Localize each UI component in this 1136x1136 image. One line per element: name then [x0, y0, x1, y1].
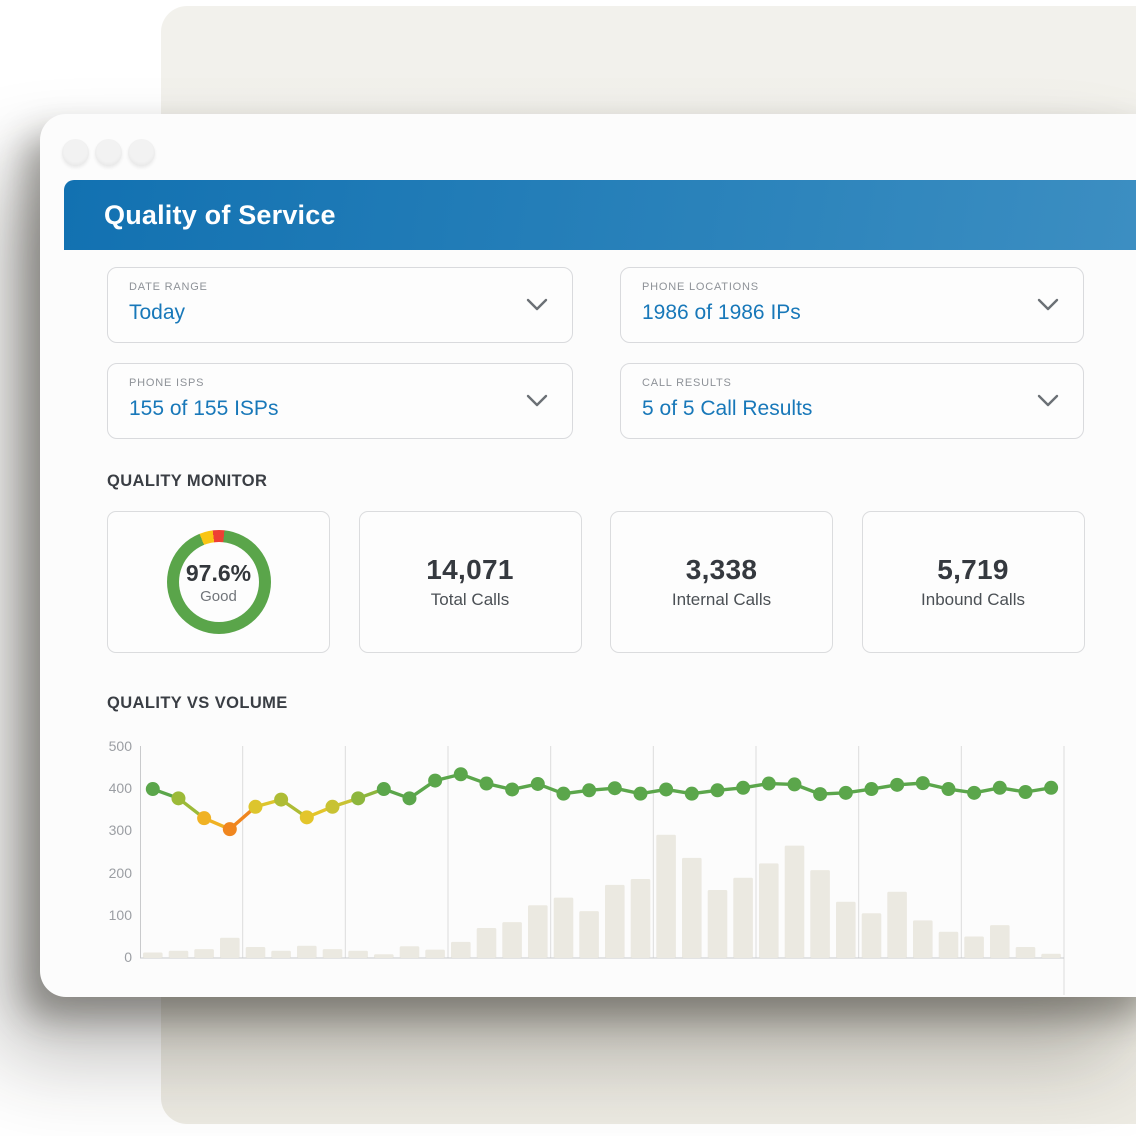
metric-value: 14,071	[426, 554, 514, 585]
quality-donut-chart: 97.6% Good	[166, 530, 271, 634]
filter-label: PHONE LOCATIONS	[642, 281, 759, 293]
chevron-down-icon	[1037, 394, 1059, 413]
y-axis-tick-label: 500	[108, 737, 132, 754]
app-window: Quality of Service DATE RANGE Today PHON…	[40, 114, 1136, 997]
y-axis-tick-label: 200	[108, 864, 132, 881]
metric-label: Total Calls	[430, 590, 510, 609]
quality-monitor-heading: QUALITY MONITOR	[107, 472, 268, 490]
quality-score-card: 97.6% Good	[107, 511, 330, 653]
filter-phone-locations[interactable]: PHONE LOCATIONS 1986 of 1986 IPs	[620, 267, 1084, 343]
chart-plot-area	[140, 746, 1065, 995]
total-calls-card: 14,071 Total Calls	[358, 511, 582, 653]
chevron-down-icon	[526, 394, 548, 413]
filter-value: 1986 of 1986 IPs	[642, 301, 801, 324]
quality-vs-volume-heading: QUALITY VS VOLUME	[107, 694, 288, 712]
metric-value: 3,338	[685, 554, 758, 585]
filter-value: 155 of 155 ISPs	[129, 397, 279, 420]
page-title: Quality of Service	[104, 199, 336, 230]
window-control-dot[interactable]	[95, 139, 122, 166]
filter-phone-isps[interactable]: PHONE ISPS 155 of 155 ISPs	[107, 363, 573, 439]
window-control-dot[interactable]	[62, 139, 89, 166]
filter-value: Today	[129, 301, 186, 324]
y-axis-tick-label: 400	[108, 780, 132, 797]
filter-label: PHONE ISPS	[129, 377, 205, 389]
filter-value: 5 of 5 Call Results	[642, 397, 813, 420]
window-control-dot[interactable]	[128, 139, 155, 166]
y-axis-tick-label: 300	[108, 822, 132, 839]
filter-label: CALL RESULTS	[642, 377, 732, 389]
quality-percent-label: Good	[200, 587, 237, 605]
inbound-calls-card: 5,719 Inbound Calls	[861, 511, 1085, 653]
filter-call-results[interactable]: CALL RESULTS 5 of 5 Call Results	[620, 363, 1084, 439]
chevron-down-icon	[526, 298, 548, 317]
window-controls	[62, 139, 155, 166]
filter-label: DATE RANGE	[129, 281, 208, 293]
metric-label: Internal Calls	[671, 590, 772, 609]
metric-value: 5,719	[937, 554, 1009, 585]
quality-percent: 97.6%	[185, 559, 252, 586]
filter-date-range[interactable]: DATE RANGE Today	[107, 267, 573, 343]
internal-calls-card: 3,338 Internal Calls	[610, 511, 833, 653]
y-axis-tick-label: 0	[124, 949, 132, 965]
metric-label: Inbound Calls	[921, 590, 1025, 609]
chevron-down-icon	[1037, 298, 1059, 317]
page-header: Quality of Service	[64, 180, 1136, 250]
y-axis-tick-label: 100	[108, 906, 132, 923]
